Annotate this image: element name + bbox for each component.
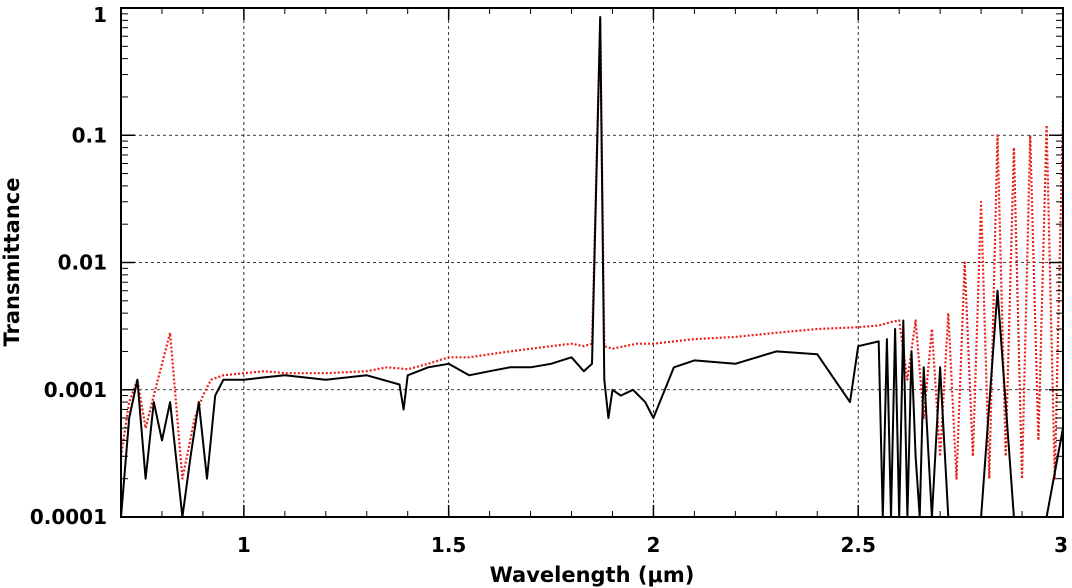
axis-ticks — [120, 7, 1064, 518]
y-tick-label: 0.0001 — [30, 505, 107, 529]
series-layer — [121, 16, 1063, 517]
x-tick-label: 2.5 — [840, 533, 875, 557]
x-tick-label: 1.5 — [431, 533, 466, 557]
y-tick-label: 0.001 — [44, 378, 107, 402]
y-axis-title: Transmittance — [0, 178, 24, 347]
series-line-dotted-red — [121, 19, 1063, 480]
x-axis-title: Wavelength (μm) — [490, 563, 695, 587]
grid-lines — [121, 8, 1063, 517]
x-tick-label: 3 — [1054, 533, 1068, 557]
x-tick-label: 2 — [646, 533, 660, 557]
y-tick-label: 0.1 — [72, 123, 107, 147]
y-tick-label: 1 — [93, 3, 107, 27]
tick-labels: 1 1.5 2 2.5 3 0.0001 0.001 0.01 0.1 1 — [30, 3, 1068, 557]
x-tick-label: 1 — [237, 533, 251, 557]
series-line-solid-black — [121, 16, 1063, 517]
y-tick-label: 0.01 — [58, 251, 107, 275]
